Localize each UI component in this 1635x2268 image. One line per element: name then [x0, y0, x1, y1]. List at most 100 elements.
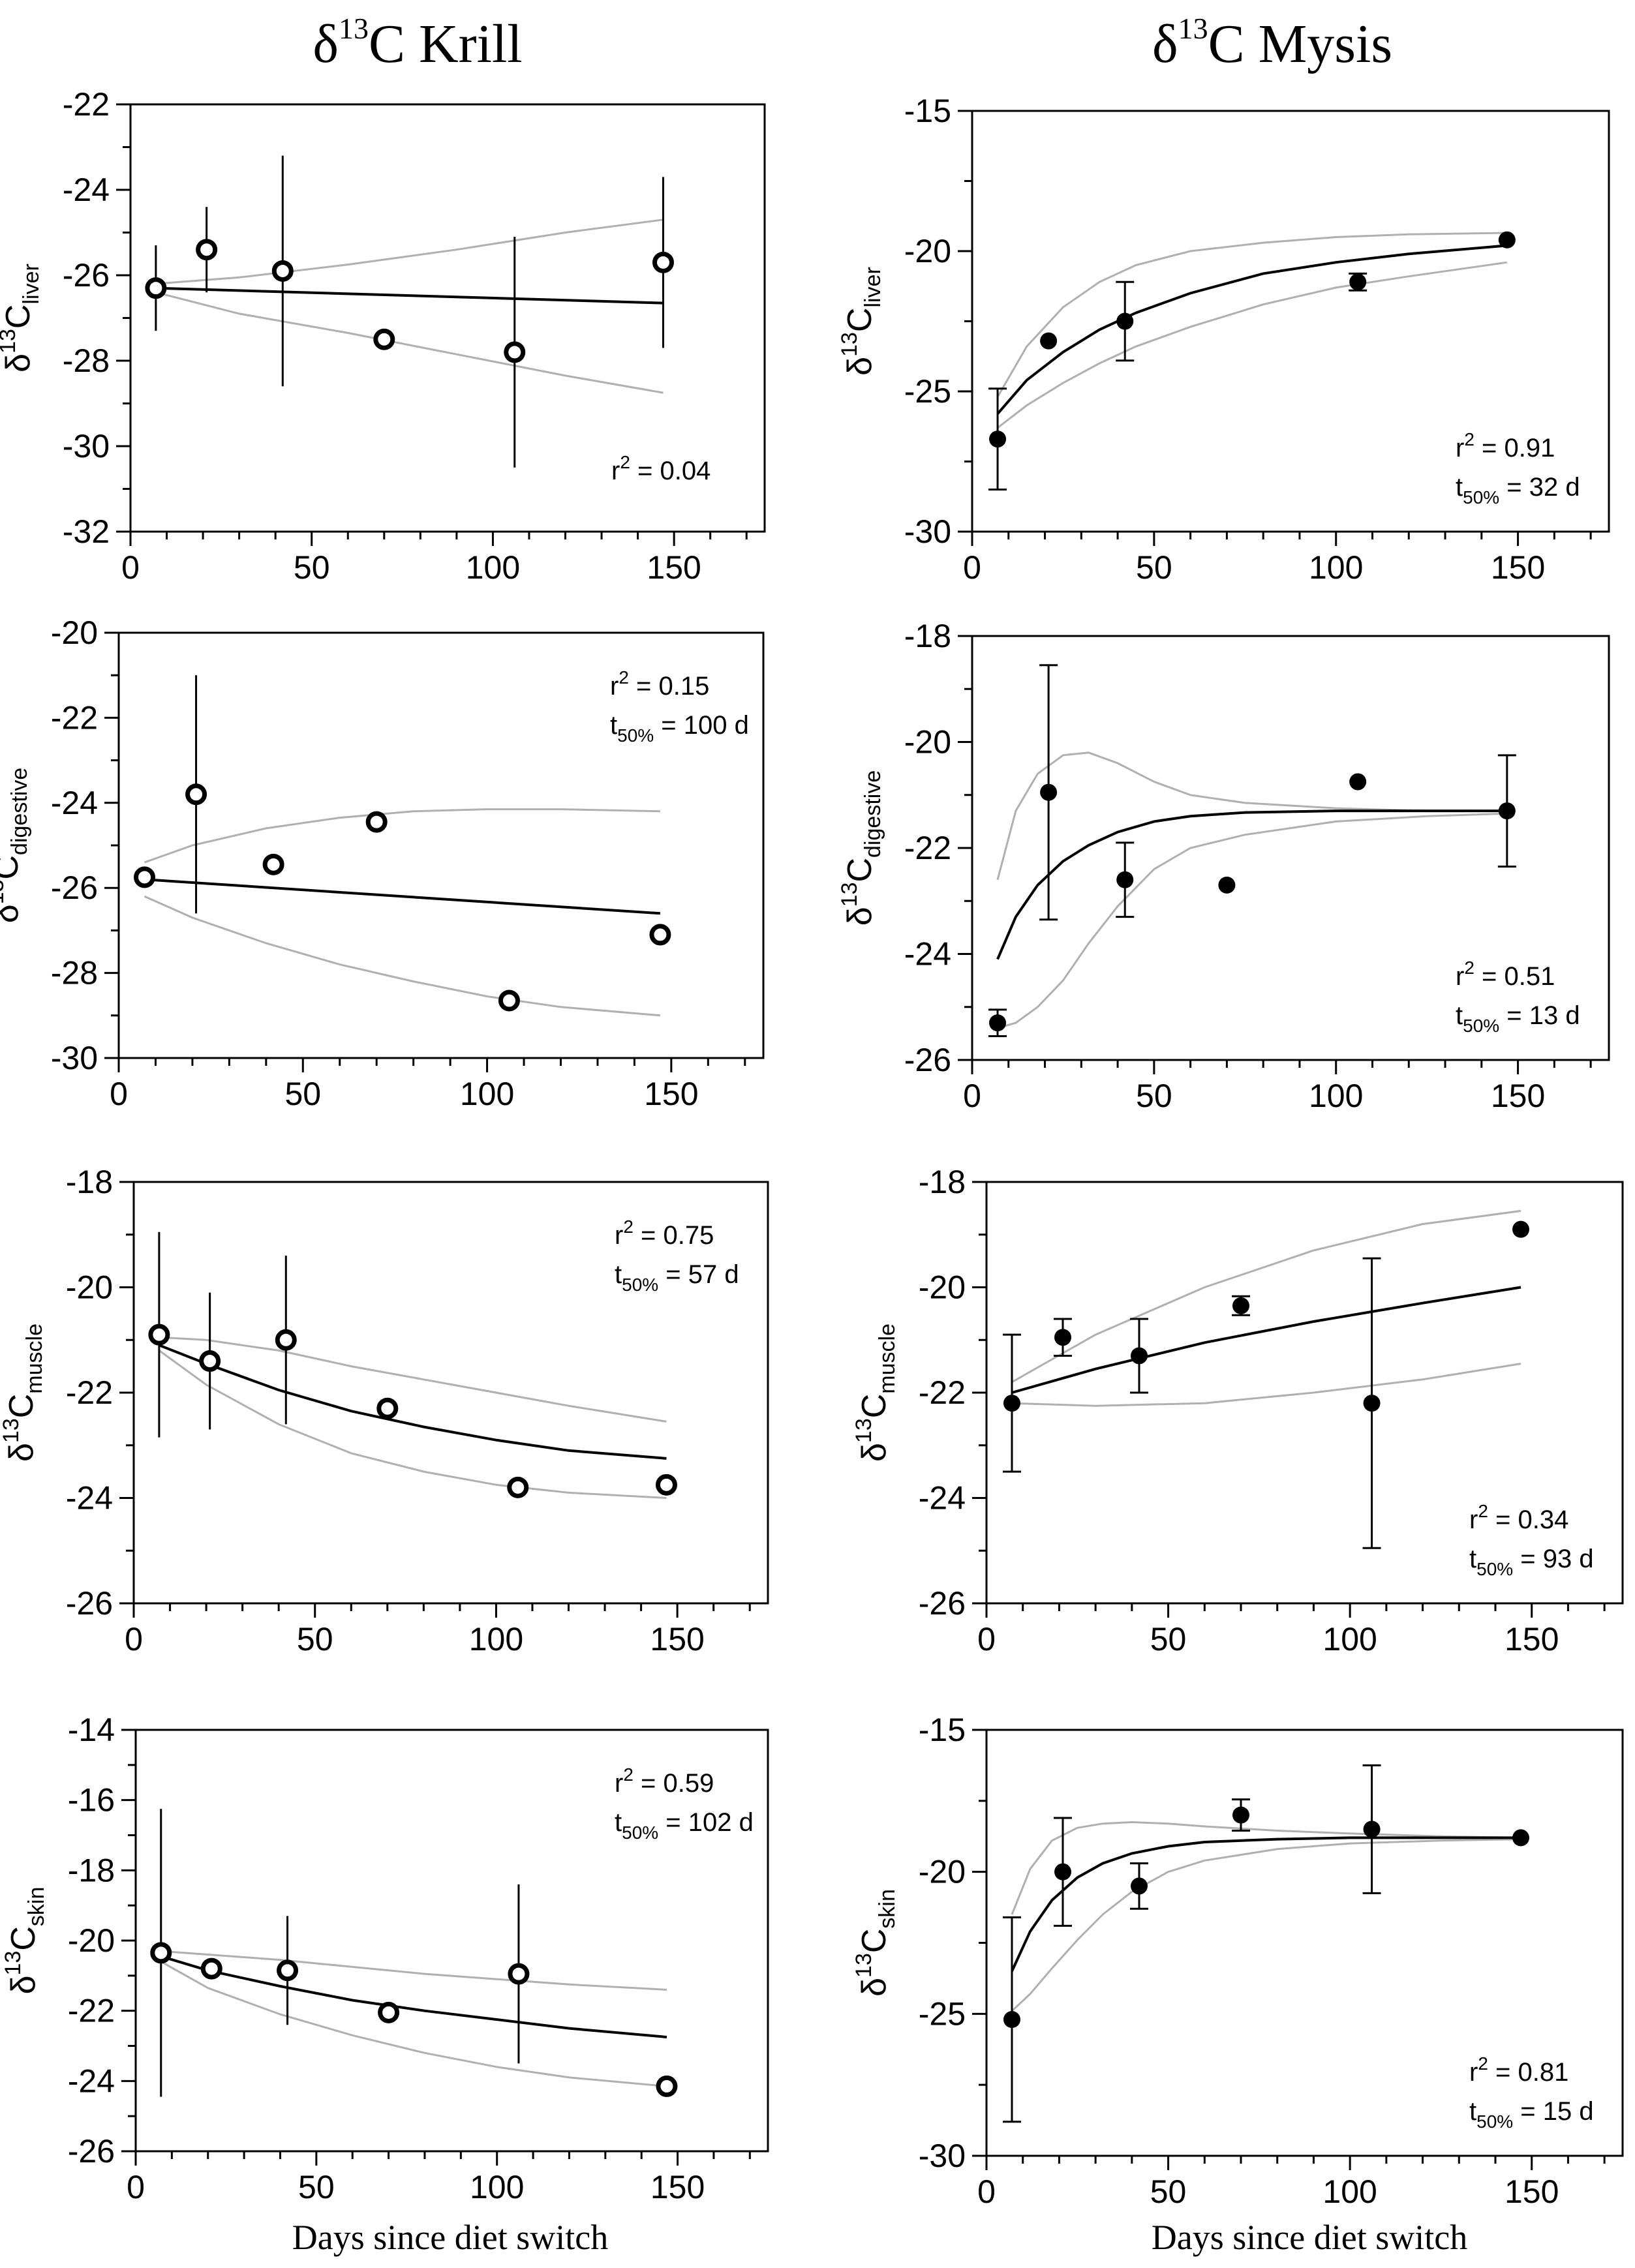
panel-krill-skin: 0 50 100 150 -26 -24 -22 -20 -18 -16 -14 δ13Cskin r2… [1, 1712, 769, 2205]
panel-mysis-liver-ytick-label: -20 [904, 233, 951, 269]
panel-krill-digestive-ytick-label: -24 [51, 785, 98, 821]
panel-krill-liver-r2-annotation: r2 = 0.04 [611, 452, 711, 485]
panel-mysis-liver: 0 50 100 150 -30 -25 -20 -15 δ13Cliver r2 = 0.91 t… [837, 93, 1610, 586]
panel-mysis-muscle-annot-label: r [1469, 1505, 1478, 1534]
panel-mysis-liver-annot-sub: 50% [1463, 487, 1499, 507]
panel-krill-skin-ytick-label: -22 [68, 1993, 115, 2029]
panel-krill-digestive-ytick-label: -30 [51, 1040, 98, 1076]
panel-krill-digestive: 0 50 100 150 -30 -28 -26 -24 -22 -20 δ13Cdigestive… [0, 614, 765, 1112]
panel-krill-muscle-xtick-label: 150 [650, 1621, 704, 1657]
panel-krill-muscle-ylabel-c: C [3, 1394, 40, 1419]
panel-mysis-digestive-ylabel-sub: digestive [861, 770, 885, 858]
panel-krill-digestive-annot-label: r [610, 672, 619, 701]
panel-mysis-muscle-ytick-label: -22 [919, 1374, 966, 1411]
panel-krill-skin-xtick-label: 100 [470, 2169, 524, 2205]
panel-mysis-muscle-ytick-label: -18 [919, 1164, 966, 1200]
panel-mysis-liver-ylabel-sup: 13 [837, 332, 862, 357]
panel-krill-digestive-annot-label: t [610, 711, 617, 740]
panel-mysis-muscle-annot-sup: 2 [1478, 1501, 1488, 1521]
panel-mysis-muscle-ytick-label: -24 [919, 1480, 966, 1517]
panel-mysis-liver-ci-upper-line [996, 232, 1507, 398]
panel-krill-liver-ytick-label: -24 [63, 172, 110, 208]
panel-mysis-digestive-t50-annotation: t50% = 13 d [1456, 1001, 1580, 1036]
panel-krill-digestive-data-point [365, 811, 388, 833]
panel-krill-liver-ytick-label: -22 [63, 86, 110, 123]
panel-krill-skin-annot-sup: 2 [623, 1764, 634, 1785]
panel-krill-muscle-ylabel-sup: 13 [0, 1418, 23, 1443]
panel-krill-digestive-r2-annotation: r2 = 0.15 [610, 667, 709, 701]
panel-mysis-liver-annot-label: r [1456, 434, 1464, 462]
panel-krill-muscle-ytick-label: -24 [66, 1480, 113, 1517]
panel-mysis-liver-ci-lower-line [997, 261, 1508, 429]
panel-krill-muscle-data-point [376, 1397, 399, 1419]
panel-krill-liver-data-point [504, 341, 526, 363]
panel-mysis-liver-ytick-label: -15 [904, 93, 951, 129]
panel-mysis-liver-data-point [1040, 332, 1058, 350]
panel-mysis-skin-data-point [1131, 1877, 1148, 1895]
column-title-mysis-rest: C Mysis [1208, 14, 1392, 74]
panel-krill-digestive-annot-sup: 2 [619, 667, 629, 688]
panel-krill-skin-data-point [378, 2001, 400, 2023]
panel-mysis-skin-xtick-label: 50 [1150, 2173, 1187, 2210]
panel-krill-liver-xtick-label: 150 [647, 549, 701, 586]
panel-krill-digestive-t50-annotation: t50% = 100 d [610, 711, 749, 746]
panel-krill-skin-annot-label: r [615, 1769, 623, 1798]
panel-mysis-digestive-data-point [1349, 773, 1367, 791]
panel-mysis-digestive-xtick-label: 50 [1136, 1078, 1172, 1114]
panel-krill-skin-data-point [200, 1958, 222, 1980]
panel-mysis-digestive-fit-line [996, 809, 1507, 960]
panel-mysis-digestive-data-point [989, 1014, 1007, 1032]
panel-krill-muscle-ylabel-sub: muscle [22, 1323, 47, 1394]
panel-mysis-muscle-ylabel-sub: muscle [875, 1323, 900, 1394]
panel-mysis-digestive-ylabel-sup: 13 [837, 882, 862, 907]
panel-mysis-muscle-ylabel-sup: 13 [851, 1418, 876, 1443]
panel-krill-skin-ytick-label: -18 [68, 1852, 115, 1888]
panel-mysis-liver-annot-label: t [1456, 473, 1463, 502]
panel-krill-liver-ytick-label: -30 [63, 428, 110, 464]
panel-mysis-digestive-ci-upper-line [996, 751, 1507, 881]
panel-mysis-liver-ylabel-delta: δ [841, 357, 879, 376]
panel-mysis-digestive-annot-label: r [1456, 962, 1464, 991]
panel-krill-muscle-annot-value: = 0.75 [634, 1221, 714, 1250]
panel-krill-muscle-annot-value: = 57 d [658, 1260, 739, 1289]
panel-mysis-skin: 0 50 100 150 -30 -25 -20 -15 δ13Cskin r2 = 0.81 t5… [851, 1712, 1624, 2210]
panel-mysis-muscle-xtick-label: 0 [977, 1621, 996, 1657]
panel-mysis-muscle-r2-annotation: r2 = 0.34 [1469, 1501, 1568, 1534]
panel-mysis-skin-annot-label: t [1469, 2097, 1476, 2126]
panel-mysis-liver-annot-value: = 0.91 [1475, 434, 1555, 462]
panel-krill-digestive-annot-value: = 0.15 [629, 672, 709, 701]
panel-mysis-liver-ytick-label: -30 [904, 513, 951, 550]
panel-krill-muscle-data-point [275, 1329, 297, 1351]
panel-krill-digestive-ytick-label: -28 [51, 955, 98, 991]
panel-krill-digestive-data-point [649, 924, 671, 946]
panel-krill-muscle-t50-annotation: t50% = 57 d [615, 1260, 739, 1295]
panel-krill-muscle-annot-sub: 50% [622, 1275, 658, 1295]
panel-mysis-skin-ylabel-delta: δ [855, 1978, 893, 1997]
column-title-mysis-sup: 13 [1178, 12, 1208, 45]
panel-krill-digestive-fit-line [144, 878, 661, 915]
panel-krill-liver-xtick-label: 0 [121, 549, 140, 586]
panel-mysis-digestive-ci-lower-line [997, 812, 1507, 1029]
panel-krill-liver-ytick-label: -26 [63, 257, 110, 294]
panel-mysis-skin-ytick-label: -20 [919, 1854, 966, 1890]
panel-mysis-skin-xtick-label: 0 [977, 2173, 996, 2210]
panel-mysis-digestive-ytick-label: -24 [904, 936, 951, 973]
panel-krill-muscle-ci-lower-line [159, 1350, 667, 1499]
panel-mysis-digestive-data-point [1498, 802, 1516, 820]
panel-mysis-liver-ylabel-c: C [841, 308, 879, 333]
panel-mysis-digestive-xtick-label: 150 [1491, 1078, 1545, 1114]
panel-krill-digestive-ylabel-delta: δ [0, 904, 25, 923]
panel-krill-digestive-xtick-label: 150 [644, 1076, 698, 1112]
panel-krill-muscle-ytick-label: -22 [66, 1374, 113, 1411]
column-title-krill-delta: δ [313, 14, 339, 74]
panel-krill-liver-annot-sup: 2 [620, 452, 630, 472]
panel-mysis-skin-ci-upper-line [1011, 1821, 1521, 1915]
panel-krill-digestive-ytick-label: -26 [51, 869, 98, 906]
panel-krill-skin-ylabel-delta: δ [5, 1975, 42, 1994]
panel-mysis-skin-annot-label: r [1469, 2058, 1478, 2087]
panel-krill-muscle-data-point [507, 1476, 529, 1498]
panel-mysis-muscle-xtick-label: 100 [1322, 1621, 1377, 1657]
panel-krill-liver-ylabel-delta: δ [0, 354, 37, 372]
panel-krill-digestive-ylabel: δ13Cdigestive [0, 768, 32, 924]
panel-mysis-muscle-ylabel-delta: δ [855, 1443, 893, 1462]
